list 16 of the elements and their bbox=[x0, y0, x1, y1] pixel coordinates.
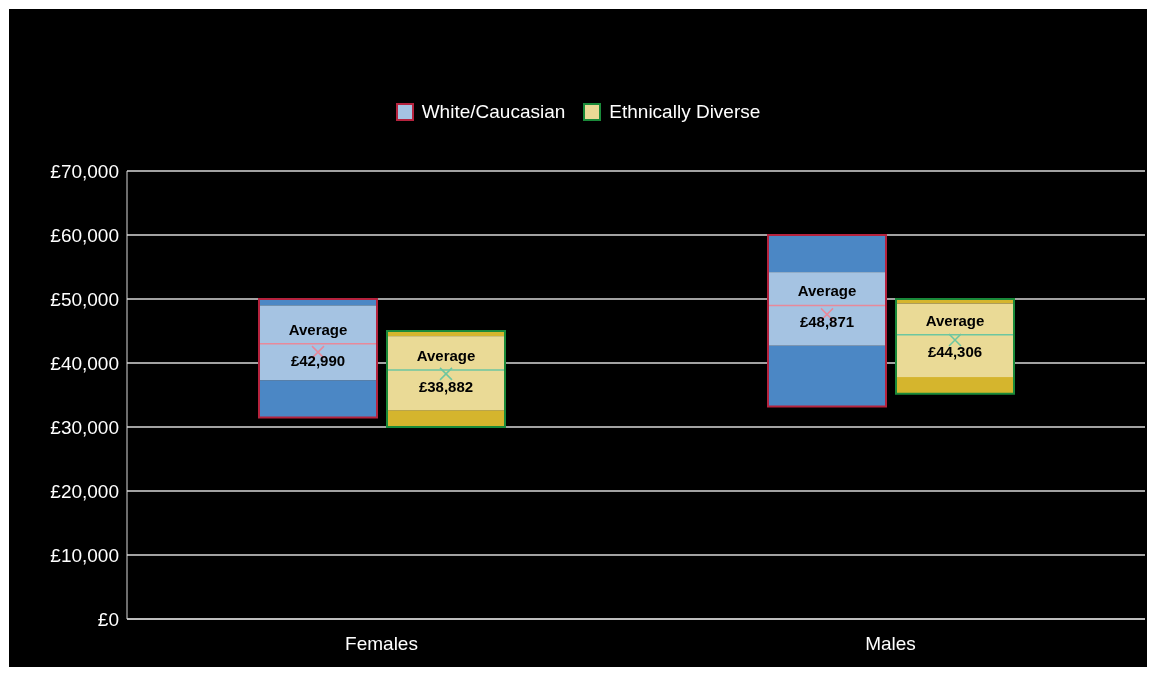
y-tick-label: £30,000 bbox=[50, 416, 119, 438]
x-tick-label: Females bbox=[345, 633, 418, 655]
legend-label: Ethnically Diverse bbox=[609, 101, 761, 123]
text: Average £38,882 bbox=[416, 347, 476, 396]
text: Average £42,990 bbox=[288, 320, 348, 369]
y-tick-label: £60,000 bbox=[50, 224, 119, 246]
x-tick-label: Males bbox=[865, 633, 916, 655]
y-tick-label: £40,000 bbox=[50, 352, 119, 374]
y-tick-label: £70,000 bbox=[50, 160, 119, 182]
legend-label: White/Caucasian bbox=[421, 101, 566, 123]
y-tick-label: £50,000 bbox=[50, 288, 119, 310]
y-tick-label: £0 bbox=[97, 608, 119, 630]
text: Average £48,871 bbox=[797, 282, 857, 331]
y-tick-label: £10,000 bbox=[50, 544, 119, 566]
y-tick-label: £20,000 bbox=[50, 480, 119, 502]
text: Average £44,306 bbox=[925, 311, 985, 360]
